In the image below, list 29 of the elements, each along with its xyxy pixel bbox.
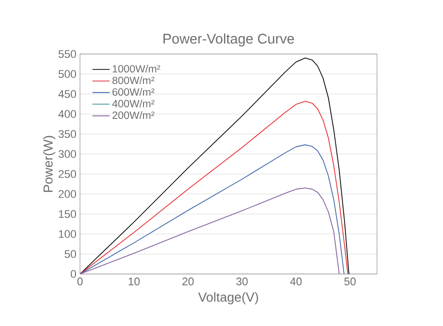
- y-tick-label: 350: [58, 130, 76, 138]
- y-tick-label: 50: [64, 250, 76, 258]
- x-tick-label: 20: [182, 278, 194, 286]
- y-axis-title: Power(W): [43, 136, 56, 192]
- y-tick-label: 550: [58, 50, 76, 58]
- legend-label: 600W/m²: [112, 88, 154, 96]
- y-tick-label: 500: [58, 70, 76, 78]
- y-tick-label: 100: [58, 230, 76, 238]
- legend-label: 200W/m²: [112, 111, 154, 119]
- y-tick-label: 0: [70, 270, 76, 278]
- legend-label: 400W/m²: [112, 100, 154, 108]
- x-tick-label: 40: [290, 278, 302, 286]
- y-tick-label: 250: [58, 170, 76, 178]
- legend-label: 800W/m²: [112, 76, 154, 84]
- y-tick-label: 400: [58, 110, 76, 118]
- y-tick-label: 200: [58, 190, 76, 198]
- x-tick-label: 50: [344, 278, 356, 286]
- x-tick-label: 10: [128, 278, 140, 286]
- y-tick-label: 450: [58, 90, 76, 98]
- chart-title: Power-Voltage Curve: [164, 33, 294, 46]
- x-tick-label: 30: [236, 278, 248, 286]
- x-tick-label: 0: [77, 278, 83, 286]
- line-series: [80, 144, 344, 274]
- y-tick-label: 150: [58, 210, 76, 218]
- x-axis-title: Voltage(V): [198, 292, 258, 304]
- y-tick-label: 300: [58, 150, 76, 158]
- line-series: [80, 188, 340, 274]
- legend-label: 1000W/m²: [112, 64, 160, 73]
- line-series: [80, 58, 350, 274]
